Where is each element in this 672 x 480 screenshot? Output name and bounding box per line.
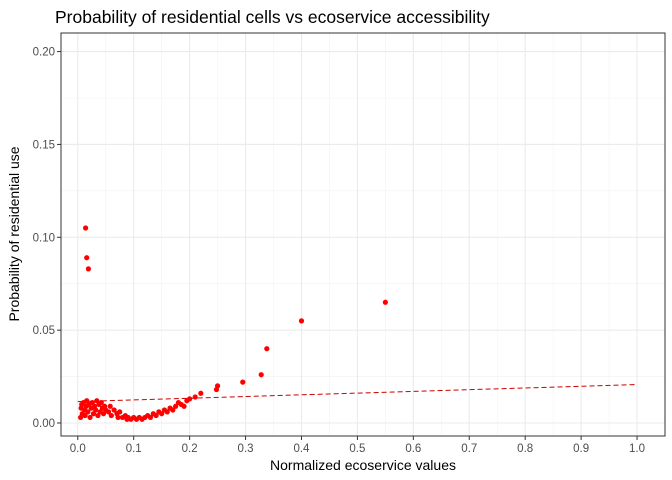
data-point <box>83 225 89 231</box>
gridlines <box>61 33 665 436</box>
data-point <box>192 394 198 400</box>
data-point <box>85 409 91 415</box>
x-tick-label: 0.7 <box>461 443 477 455</box>
data-point <box>382 299 388 305</box>
data-point <box>173 403 179 409</box>
x-tick-label: 0.9 <box>573 443 589 455</box>
x-tick-label: 0.5 <box>349 443 365 455</box>
data-point <box>240 379 246 385</box>
x-tick-label: 0.0 <box>70 443 86 455</box>
x-tick-label: 0.4 <box>293 443 310 455</box>
trend-line <box>77 384 638 403</box>
data-point <box>107 403 113 409</box>
data-point <box>170 407 176 413</box>
x-tick-label: 0.1 <box>126 443 142 455</box>
data-point <box>108 412 114 419</box>
data-point <box>98 399 104 406</box>
y-tick-label: 0.15 <box>33 139 55 151</box>
data-point <box>147 414 154 421</box>
data-point <box>198 390 204 396</box>
x-axis-ticks: 0.0 0.1 0.2 0.3 0.4 0.5 0.6 0.7 0.8 0.9 1.0 <box>70 436 645 455</box>
x-axis-label: Normalized ecoservice values <box>270 457 456 473</box>
data-point <box>264 346 270 352</box>
data-point <box>84 255 90 261</box>
data-point <box>111 407 117 413</box>
chart-title: Probability of residential cells vs ecos… <box>55 7 490 27</box>
data-point <box>214 383 221 389</box>
y-tick-label: 0.00 <box>33 418 55 430</box>
data-point <box>87 414 93 421</box>
x-tick-label: 0.6 <box>405 443 421 455</box>
y-axis-ticks: 0.00 0.05 0.10 0.15 0.20 <box>33 47 61 430</box>
data-points <box>77 225 388 422</box>
data-point <box>105 409 112 415</box>
data-point <box>164 409 170 415</box>
panel-border <box>60 32 666 437</box>
data-point <box>298 318 305 324</box>
data-point <box>85 266 92 272</box>
x-tick-label: 0.2 <box>182 443 198 455</box>
data-point <box>159 411 165 417</box>
data-point <box>117 409 123 415</box>
x-tick-label: 0.8 <box>517 443 533 455</box>
data-point <box>181 403 187 409</box>
data-point <box>153 412 159 419</box>
data-point <box>93 407 99 413</box>
y-tick-label: 0.20 <box>33 47 55 59</box>
trend-line-path <box>77 384 638 403</box>
y-tick-label: 0.05 <box>33 325 55 337</box>
x-tick-label: 0.3 <box>238 443 254 455</box>
plot-panel <box>61 33 665 436</box>
data-point <box>115 414 121 421</box>
data-point <box>187 396 193 402</box>
data-point <box>82 412 88 419</box>
y-axis-label: Probability of residential use <box>6 146 22 321</box>
data-point <box>258 372 264 378</box>
y-tick-label: 0.10 <box>33 232 55 244</box>
x-tick-label: 1.0 <box>629 443 645 455</box>
